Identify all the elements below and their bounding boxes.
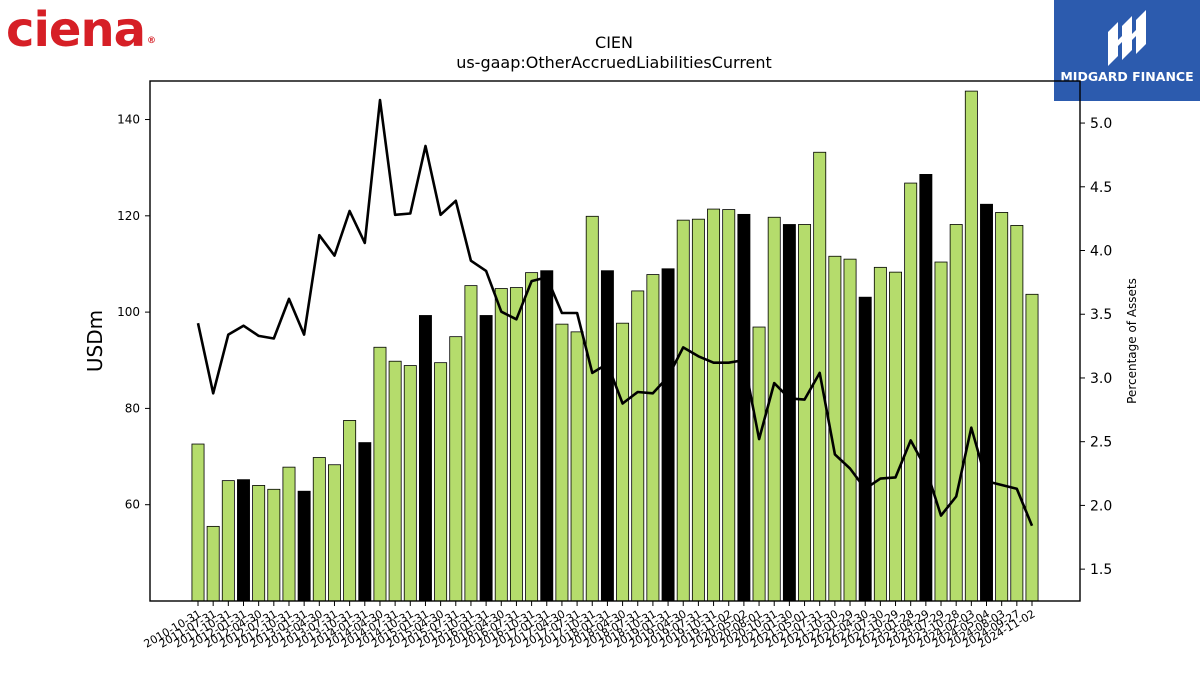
bar-2024-08-03 [1010,225,1024,602]
bar-2016-10-31 [540,270,554,602]
bar-2017-07-31 [585,215,599,602]
bar-2020-10-31 [782,224,796,602]
bar-2017-01-31 [555,323,569,602]
y2-tick-label: 4.5 [1090,180,1112,196]
bar-2022-04-30 [873,266,887,602]
bar-2014-04-30 [388,360,402,602]
percentage-of-assets-line [196,98,1034,527]
bar-2018-04-30 [631,290,645,602]
y2-tick-label: 1.5 [1090,562,1112,578]
bar-2015-10-31 [479,315,493,602]
bar-2020-08-01 [767,216,781,602]
bar-2019-01-31 [676,219,690,602]
plot-frame [149,80,1081,602]
bar-2015-04-30 [449,336,463,602]
y2-tick-label: 5.0 [1090,116,1112,132]
bar-2017-10-31 [600,270,614,602]
chart-subtitle: us-gaap:OtherAccruedLiabilitiesCurrent [456,53,772,72]
bar-2024-02-03 [980,203,993,602]
bar-2019-10-31 [722,209,736,602]
bar-2022-07-30 [889,271,902,602]
bar-2013-04-30 [328,464,341,602]
bar-2016-01-31 [494,288,508,602]
bar-2016-04-30 [509,287,523,602]
bar-2011-07-31 [221,480,235,602]
bar-2021-01-30 [798,224,812,602]
bar-2014-10-31 [418,315,432,602]
bar-2023-10-28 [964,90,978,602]
bar-2017-04-30 [570,331,584,602]
y2-tick-label: 2.5 [1090,435,1112,451]
bar-2012-10-31 [297,490,311,602]
bar-2012-07-31 [282,466,296,602]
bar-2018-07-31 [646,274,660,602]
bar-2014-07-31 [403,365,417,602]
bar-2013-10-31 [358,442,372,602]
bar-2013-07-31 [343,420,357,602]
bar-2019-07-31 [707,208,721,602]
bar-2010-10-31 [191,443,205,602]
y2-tick-label: 3.0 [1090,371,1112,387]
bar-2018-10-31 [661,268,675,602]
y-tick-label: 80 [125,401,140,415]
y-tick-label: 140 [117,113,140,127]
midgard-finance-name: MIDGARD FINANCE [1060,69,1194,84]
y-tick-label: 120 [117,209,140,223]
bar-2016-07-31 [525,272,539,602]
bar-2019-11-02 [737,213,751,602]
bar-2019-04-30 [691,218,705,602]
ciena-logo: ciena ® [6,2,156,58]
y2-tick-label: 4.0 [1090,244,1112,260]
y-tick-label: 100 [117,305,140,319]
bar-2014-01-31 [373,346,387,602]
ciena-logo-text: ciena [6,2,146,58]
bar-2023-07-29 [949,224,963,602]
midgard-mark-icon [1108,10,1146,66]
y-axis-label: USDm [83,310,107,372]
bar-2011-10-31 [237,479,250,602]
bar-2011-01-31 [206,525,220,602]
bar-2018-01-31 [616,322,630,602]
bar-2015-07-31 [464,285,478,602]
y2-tick-label: 3.5 [1090,307,1112,323]
registered-mark: ® [147,36,156,46]
bar-2020-05-02 [752,326,766,602]
bar-2024-05-04 [995,212,1009,602]
y2-axis-label: Percentage of Assets [1125,278,1139,404]
midgard-finance-logo: MIDGARD FINANCE [1054,0,1200,101]
bar-2022-01-29 [858,296,872,602]
bar-2023-01-28 [919,174,933,602]
bar-2023-04-29 [934,261,948,602]
y-tick-label: 60 [125,498,140,512]
y2-tick-label: 2.0 [1090,498,1112,514]
bar-2022-10-29 [904,182,918,602]
bar-2021-10-30 [843,258,857,602]
bar-2012-01-31 [252,485,266,602]
bar-2013-01-31 [312,457,326,602]
bar-2012-04-30 [267,488,281,602]
bar-2015-01-31 [434,362,448,602]
bar-2024-11-02 [1025,293,1039,602]
chart-title: CIEN [595,33,633,52]
